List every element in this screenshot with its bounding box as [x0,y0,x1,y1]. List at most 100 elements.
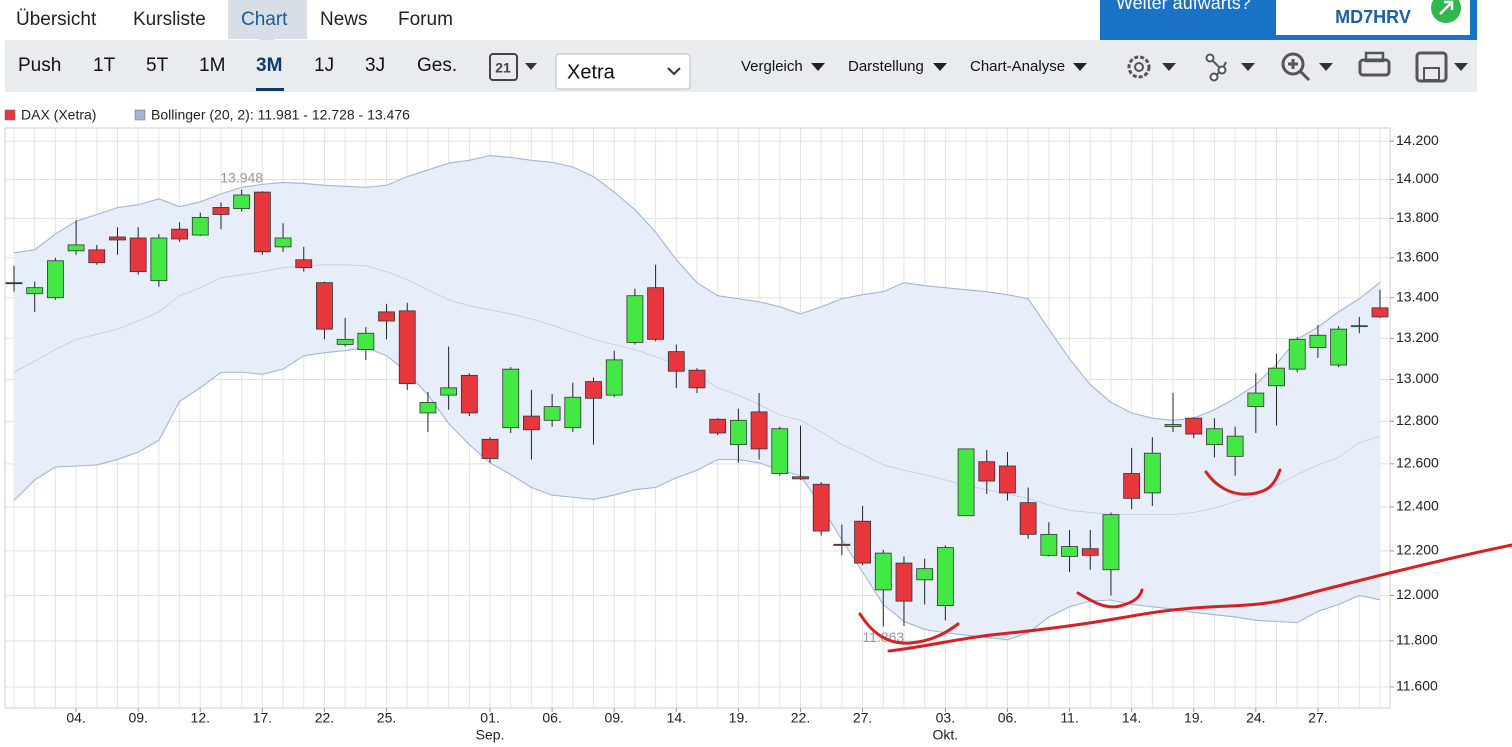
y-tick-label: 13.000 [1396,370,1439,386]
candle-body [1371,307,1389,318]
period-button[interactable]: 1T [93,55,116,76]
indicator-icon-node [1217,65,1227,75]
candle-body [295,259,313,269]
candle-body [1247,392,1265,408]
exchange-select[interactable] [555,53,691,90]
period-button-active[interactable]: 3M [256,55,282,76]
candle-body [1268,367,1285,387]
candle-body [378,311,395,322]
dropdown-arrow[interactable] [811,63,825,71]
candle-body [1081,548,1099,556]
candle-body [729,419,747,446]
candle-body [1143,452,1161,494]
exchange-value: Xetra [567,61,616,83]
candle-body [771,428,789,474]
candle-body [605,359,623,396]
dropdown-arrow[interactable] [1319,63,1333,71]
candle-body [833,543,851,546]
candle-body [812,483,830,532]
menu[interactable]: Chart-Analyse [970,58,1065,75]
x-tick-label: 09. [128,710,147,726]
candle-body [1350,325,1368,328]
band-line-upper [13,155,1381,421]
hand-drawing [858,468,1512,653]
x-tick-label: 19. [1184,710,1203,726]
candle-body [171,228,188,240]
dropdown-arrow[interactable] [1073,63,1087,71]
promo-icon[interactable] [1431,0,1461,23]
candle-body [5,282,23,285]
candle-body [419,402,437,414]
menu[interactable]: Darstellung [848,58,924,75]
candle-body [1040,533,1058,556]
x-tick-label: 12. [191,710,210,726]
candle-body [792,476,809,480]
candle-body [481,438,499,459]
nav-tab[interactable]: Kursliste [133,9,206,30]
period-button[interactable]: Push [18,55,61,76]
candle-body [336,338,354,345]
candle-body [647,287,665,340]
active-tab-bg [228,0,307,39]
settings-icon-core [1134,62,1144,72]
candle-body [895,562,913,602]
candle-body [212,207,230,215]
menu[interactable]: Vergleich [741,58,803,75]
period-button[interactable]: 5T [146,55,169,76]
zoom-icon[interactable] [1281,52,1305,76]
candle-body [667,351,685,372]
dropdown-arrow[interactable] [1162,63,1176,71]
period-button[interactable]: 3J [365,55,385,76]
nav-tab[interactable]: Übersicht [16,9,97,30]
period-button[interactable]: 1M [199,55,225,76]
candle-body [1330,328,1348,366]
x-tick-label: 27. [1308,710,1327,726]
y-tick-label: 13.200 [1396,329,1439,345]
x-tick-label: 22. [315,710,334,726]
x-tick-label: 24. [1246,710,1265,726]
x-tick-label: 22. [791,710,810,726]
candle-body [936,547,954,607]
band-fill [14,155,1380,640]
legend-label: DAX (Xetra) [21,107,96,123]
active-underline [256,88,284,91]
candle-body [564,396,582,429]
candle-body [191,216,209,236]
x-tick-label: 19. [729,710,748,726]
candle-body [688,369,706,389]
hand-trendline [887,543,1512,653]
promo-text[interactable]: Weiter aufwärts? [1116,0,1251,13]
dropdown-arrow[interactable] [933,63,947,71]
x-tick-label: 01. [480,710,499,726]
promo-code: MD7HRV [1335,7,1411,27]
candle-body [398,310,416,385]
candle-body [585,381,602,399]
dropdown-arrow[interactable] [1454,63,1468,71]
x-tick-label: Sep. [476,727,505,743]
dropdown-arrow[interactable] [525,63,537,70]
calendar-icon[interactable] [489,53,518,81]
band-line-lower [13,346,1381,641]
candle-body [957,448,975,517]
x-tick-label: 14. [667,710,686,726]
calendar-day: 21 [495,60,511,76]
candle-body [1288,338,1306,370]
hand-curve [1076,588,1144,609]
candle-body [999,465,1016,494]
nav-tab[interactable]: Forum [398,9,453,30]
period-button[interactable]: Ges. [417,55,457,76]
period-button[interactable]: 1J [314,55,334,76]
print-icon-paper [1364,51,1385,63]
nav-tab[interactable]: Chart [241,9,288,30]
candle-body [357,332,375,350]
x-tick-label: 27. [853,710,872,726]
dropdown-arrow[interactable] [1241,63,1255,71]
candle-body [233,194,251,210]
settings-icon[interactable] [1127,55,1151,79]
nav-tab[interactable]: News [320,9,368,30]
candle-body [1123,473,1141,499]
candle-body [150,237,168,282]
candle-body [626,295,644,343]
candle-body [502,368,520,429]
